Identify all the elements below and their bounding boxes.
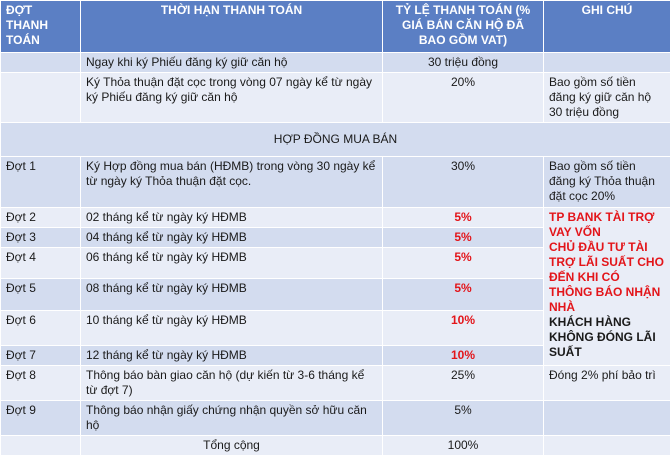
rate-cell: 5% bbox=[382, 400, 544, 436]
note-cell: Đóng 2% phí bảo trì bbox=[543, 365, 670, 401]
total-label: Tổng cộng bbox=[80, 435, 383, 456]
phase-cell: Đợt 3 bbox=[0, 227, 81, 248]
term-cell: Thông báo bàn giao căn hộ (dự kiến từ 3-… bbox=[80, 365, 383, 401]
table-row: Đợt 7 12 tháng kể từ ngày ký HĐMB 10% bbox=[0, 345, 670, 366]
table-row: Đợt 1 Ký Hợp đồng mua bán (HĐMB) trong v… bbox=[0, 156, 670, 208]
header-row: ĐỢT THANH TOÁN THỜI HẠN THANH TOÁN TỶ LỆ… bbox=[0, 0, 670, 53]
header-rate: TỶ LỆ THANH TOÁN (% GIÁ BÁN CĂN HỘ ĐÃ BA… bbox=[382, 0, 544, 53]
term-cell: 04 tháng kể từ ngày ký HĐMB bbox=[80, 227, 383, 248]
term-cell: Ký Hợp đồng mua bán (HĐMB) trong vòng 30… bbox=[80, 156, 383, 208]
phase-cell: Đợt 8 bbox=[0, 365, 81, 401]
rate-cell: 5% bbox=[382, 207, 544, 228]
table-row: Đợt 2 02 tháng kể từ ngày ký HĐMB 5% TP … bbox=[0, 207, 670, 366]
phase-cell: Đợt 1 bbox=[0, 156, 81, 208]
note-bank-loan: TP BANK TÀI TRỢ VAY VỐN bbox=[549, 210, 655, 239]
phase-cell: Đợt 6 bbox=[0, 310, 81, 346]
rate-cell: 5% bbox=[382, 227, 544, 248]
table-row: Đợt 8 Thông báo bàn giao căn hộ (dự kiến… bbox=[0, 365, 670, 401]
table-row: Đợt 9 Thông báo nhận giấy chứng nhận quy… bbox=[0, 400, 670, 436]
section-title: HỢP ĐỒNG MUA BÁN bbox=[0, 122, 670, 157]
phase-cell: Đợt 9 bbox=[0, 400, 81, 436]
total-row: Tổng cộng 100% bbox=[0, 435, 670, 456]
rate-cell: 5% bbox=[382, 247, 544, 279]
table-row: Ngay khi ký Phiếu đăng ký giữ căn hộ 30 … bbox=[0, 52, 670, 73]
table-row: Đợt 3 04 tháng kể từ ngày ký HĐMB 5% bbox=[0, 227, 670, 248]
rate-cell: 5% bbox=[382, 278, 544, 311]
rate-cell: 30% bbox=[382, 156, 544, 208]
table-row: Ký Thỏa thuận đặt cọc trong vòng 07 ngày… bbox=[0, 72, 670, 123]
total-value: 100% bbox=[382, 435, 544, 456]
term-cell: Ký Thỏa thuận đặt cọc trong vòng 07 ngày… bbox=[80, 72, 383, 123]
phase-cell: Đợt 5 bbox=[0, 278, 81, 311]
rate-cell: 10% bbox=[382, 310, 544, 346]
term-cell: Ngay khi ký Phiếu đăng ký giữ căn hộ bbox=[80, 52, 383, 73]
note-cell: Bao gồm số tiền đăng ký giữ căn hộ 30 tr… bbox=[543, 72, 670, 123]
term-cell: 08 tháng kể từ ngày ký HĐMB bbox=[80, 278, 383, 311]
header-term: THỜI HẠN THANH TOÁN bbox=[80, 0, 383, 53]
rate-cell: 10% bbox=[382, 345, 544, 366]
section-row: HỢP ĐỒNG MUA BÁN bbox=[0, 122, 670, 157]
rate-cell: 30 triệu đồng bbox=[382, 52, 544, 73]
term-cell: Thông báo nhận giấy chứng nhận quyền sở … bbox=[80, 400, 383, 436]
header-phase: ĐỢT THANH TOÁN bbox=[0, 0, 81, 53]
note-interest-support: CHỦ ĐẦU TƯ TÀI TRỢ LÃI SUẤT CHO ĐẾN KHI … bbox=[549, 240, 664, 314]
term-cell: 12 tháng kể từ ngày ký HĐMB bbox=[80, 345, 383, 366]
phase-cell: Đợt 2 bbox=[0, 207, 81, 228]
note-cell bbox=[543, 52, 670, 73]
phase-cell: Đợt 7 bbox=[0, 345, 81, 366]
note-cell: Bao gồm số tiền đăng ký Thỏa thuận đặt c… bbox=[543, 156, 670, 208]
term-cell: 02 tháng kể từ ngày ký HĐMB bbox=[80, 207, 383, 228]
rate-cell: 25% bbox=[382, 365, 544, 401]
rate-cell: 20% bbox=[382, 72, 544, 123]
table-row: Đợt 5 08 tháng kể từ ngày ký HĐMB 5% bbox=[0, 278, 670, 311]
note-cell bbox=[543, 400, 670, 436]
financing-note: TP BANK TÀI TRỢ VAY VỐN CHỦ ĐẦU TƯ TÀI T… bbox=[543, 207, 670, 366]
phase-cell: Đợt 4 bbox=[0, 247, 81, 279]
note-no-interest: KHÁCH HÀNG KHÔNG ĐÓNG LÃI SUẤT bbox=[549, 315, 656, 359]
term-cell: 06 tháng kể từ ngày ký HĐMB bbox=[80, 247, 383, 279]
header-note: GHI CHÚ bbox=[543, 0, 670, 53]
term-cell: 10 tháng kể từ ngày ký HĐMB bbox=[80, 310, 383, 346]
